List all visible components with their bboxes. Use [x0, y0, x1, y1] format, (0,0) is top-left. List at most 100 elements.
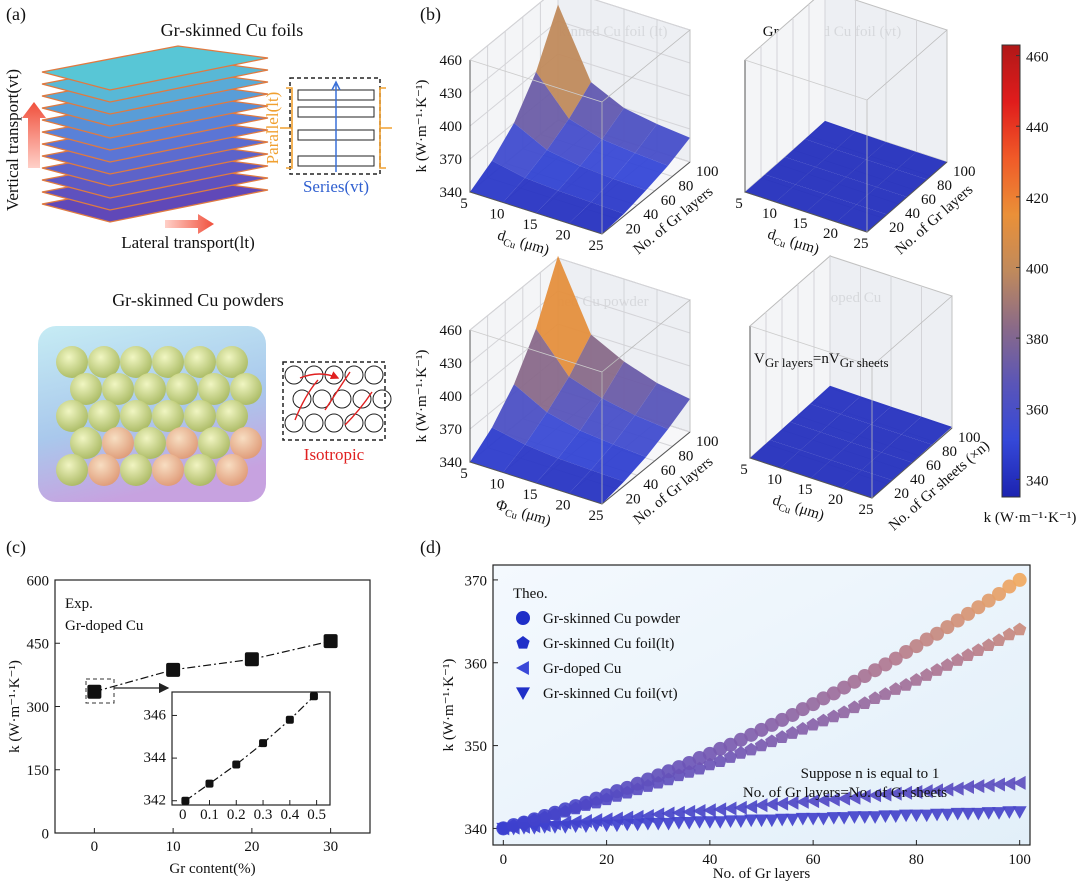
data-point: [806, 697, 821, 712]
small-sphere: [372, 389, 392, 409]
subscript: Gr sheets: [840, 355, 889, 370]
surface-patch: [871, 406, 922, 435]
label-part: (μm): [784, 232, 821, 258]
surface-patch: [591, 178, 646, 214]
y-tick-label: 20: [889, 220, 904, 236]
x-tick-label: 10: [166, 839, 181, 855]
data-point: [981, 807, 996, 820]
data-point: [930, 783, 944, 798]
surface-patch: [591, 444, 646, 482]
legend-marker: [516, 611, 530, 625]
data-point: [919, 632, 934, 647]
data-point: [795, 794, 809, 809]
y-tick-label: 300: [27, 700, 50, 716]
x-tick-label: 0.2: [227, 807, 246, 823]
surface-patch: [602, 361, 657, 416]
data-point: [733, 800, 747, 815]
data-point: [961, 807, 976, 821]
y-tick-label: 100: [696, 434, 719, 450]
sphere: [56, 454, 88, 486]
foil-layer: [41, 45, 269, 91]
data-point: [785, 813, 800, 827]
x-tick-label: 0.5: [307, 807, 326, 823]
data-point: [620, 810, 634, 825]
sphere: [88, 400, 120, 432]
data-point: [857, 811, 872, 824]
data-point: [982, 638, 996, 652]
colorbar-tick-label: 360: [1026, 403, 1049, 419]
colorbar-tick-label: 460: [1026, 50, 1049, 66]
data-point: [764, 797, 778, 812]
label-part: V: [754, 351, 765, 367]
x-tick-label: 0: [91, 839, 99, 855]
data-point: [878, 810, 893, 824]
data-point: [744, 814, 759, 828]
sphere: [134, 427, 166, 459]
data-point: [920, 668, 934, 681]
colorbar-tick-label: 440: [1026, 120, 1049, 136]
data-point: [87, 684, 102, 699]
annotation: Gr-doped Cu: [65, 618, 144, 634]
data-point: [630, 809, 644, 824]
surface-patch: [745, 174, 796, 202]
plot-frame: [171, 691, 331, 806]
sphere: [184, 400, 216, 432]
data-point: [826, 792, 840, 807]
label-part: Φ: [494, 497, 509, 516]
x-tick-label: 40: [702, 852, 717, 868]
x-tick-label: 0.4: [280, 807, 299, 823]
surface-patch: [881, 434, 932, 463]
sphere: [166, 427, 198, 459]
surface-patch: [558, 166, 613, 203]
data-point: [940, 808, 955, 822]
data-point: [651, 817, 666, 831]
x-tick-label: 0: [500, 852, 508, 868]
legend-marker: [516, 636, 530, 649]
data-point: [775, 796, 789, 811]
data-point: [775, 730, 789, 743]
sphere: [88, 346, 120, 378]
sphere: [230, 373, 262, 405]
data-point: [992, 633, 1006, 647]
x-tick-label: 30: [323, 839, 338, 855]
data-point: [940, 620, 955, 635]
data-point: [1012, 806, 1027, 819]
y-tick-label: 80: [678, 178, 693, 194]
data-point: [878, 687, 893, 700]
y-tick-label: 100: [696, 164, 719, 180]
surface-patch: [866, 142, 917, 170]
y-tick-label: 344: [144, 750, 167, 766]
annotation: No. of Gr layers=No. of Gr sheets: [743, 785, 947, 801]
data-point: [775, 813, 790, 827]
small-sphere: [284, 413, 304, 433]
axis-line: [744, 59, 868, 101]
sphere: [134, 373, 166, 405]
z-tick-label: 370: [440, 422, 463, 438]
data-point: [981, 593, 996, 608]
x-tick-label: 20: [828, 492, 843, 508]
vertical-arrow: [22, 102, 46, 168]
colorbar: [1001, 44, 1021, 498]
surface-patch: [835, 131, 886, 160]
annotation: VGr layers=nVGr sheets: [754, 351, 889, 370]
label-part: (μm): [516, 504, 553, 529]
y-tick-label: 100: [958, 430, 981, 446]
surface-patch: [806, 194, 857, 222]
surface-patch: [569, 470, 624, 504]
sphere: [216, 454, 248, 486]
surface-patch: [558, 430, 613, 470]
y-tick-label: 360: [465, 656, 488, 672]
sphere: [152, 454, 184, 486]
data-point: [609, 811, 623, 826]
z-tick-label: 340: [440, 455, 463, 471]
data-point: [785, 726, 800, 739]
sphere: [70, 427, 102, 459]
z-tick-label: 460: [440, 53, 463, 69]
surface-patch: [840, 396, 891, 425]
y-tick-label: 60: [921, 192, 936, 208]
data-point: [1013, 622, 1027, 636]
axis-line: [866, 29, 948, 232]
axis-line: [469, 60, 691, 235]
data-point: [323, 634, 338, 649]
